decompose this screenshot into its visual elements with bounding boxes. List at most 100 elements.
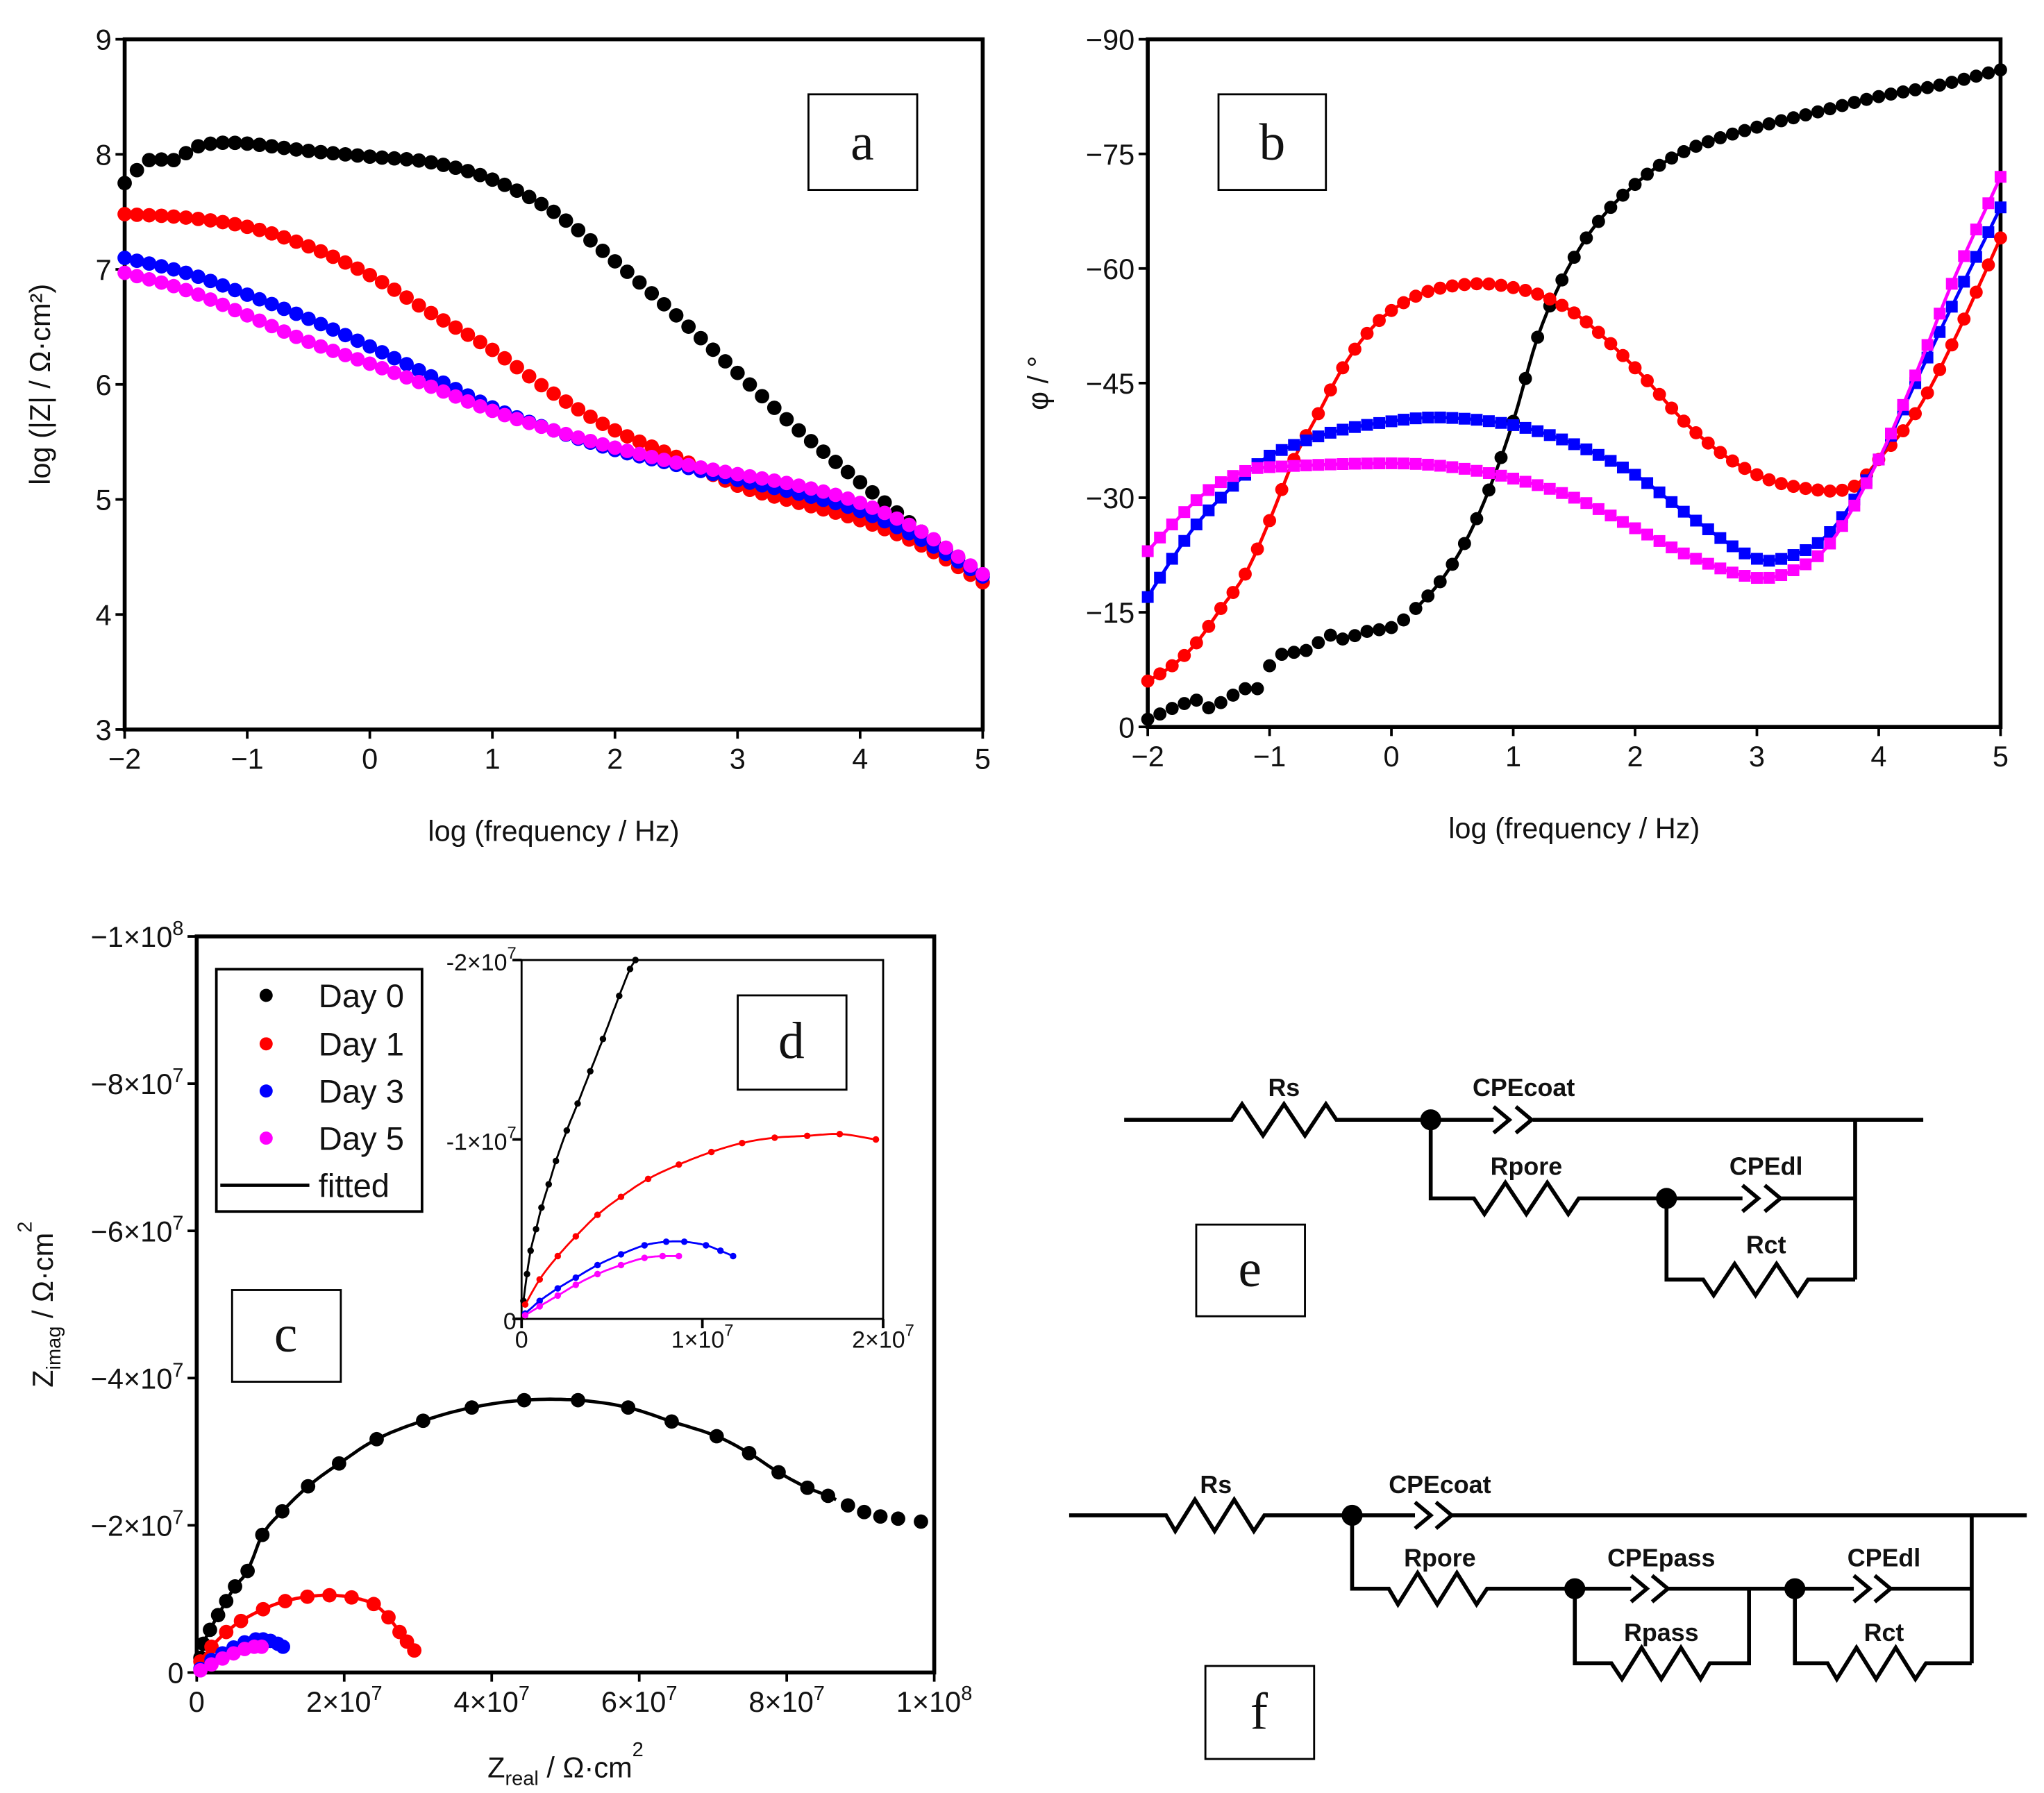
axis-label-main: Z [487,1751,505,1783]
circuit-f-wires [1069,1496,2027,1683]
data-point [644,1175,652,1183]
data-point [693,330,708,346]
data-point [681,457,696,473]
fitted-line [524,1255,679,1317]
data-point [142,208,157,223]
circuit-f-label-cpedl: CPEdl [1848,1544,1921,1572]
data-point [828,487,843,503]
y-tick-label: 7 [96,253,112,286]
data-point [521,1312,529,1319]
data-point [669,308,684,323]
data-point [632,275,647,290]
data-point [534,378,549,393]
data-point [554,1285,562,1292]
axis-label-sup: 2 [15,1222,37,1233]
data-point [228,217,242,232]
data-point [703,1242,710,1249]
data-point [289,234,304,249]
data-point [779,412,794,427]
data-point [766,473,782,488]
legend-label-day3: Day 3 [319,1073,404,1110]
data-point [399,370,414,385]
data-point [676,1252,682,1260]
tick-base: −1×10 [91,920,173,953]
series-day-3 [1141,201,2007,603]
y-tick-label: −8×107 [91,1065,184,1100]
data-point [594,1261,601,1269]
data-point [276,301,292,317]
data-point [1299,643,1313,657]
data-point [252,292,267,307]
data-point [836,1131,844,1138]
data-point [656,296,671,312]
data-point [659,1252,667,1260]
data-point [617,1261,625,1269]
panel-label-a: a [851,114,874,171]
data-point [313,144,328,160]
data-point [387,351,402,366]
data-point [583,410,598,424]
x-tick-label: 1 [485,743,501,775]
data-point [436,313,451,328]
data-point [779,475,794,491]
data-point [1373,623,1386,637]
data-point [226,1646,241,1661]
data-point [350,333,365,348]
panel-label-box-d [737,994,848,1091]
x-tick-label: 3 [1749,740,1765,773]
data-point [362,339,378,354]
data-point [742,377,757,392]
tick-base: 8×10 [748,1685,813,1718]
tick-exponent: 7 [507,944,516,963]
data-point [337,255,353,270]
data-point [771,1465,786,1480]
data-point [791,423,806,438]
data-point [313,244,328,259]
data-point [975,566,990,582]
circuit-e-label-rs: Rs [1268,1074,1300,1102]
y-axis-label: log (|Z| / Ω·cm²) [24,284,56,485]
x-tick-label: 2×107 [306,1683,383,1718]
data-point [583,433,598,448]
tick-base: -1×10 [446,1129,508,1156]
data-point [301,143,316,158]
fitted-line [1146,206,2002,598]
data-point [1348,629,1362,643]
data-point [1250,682,1264,696]
tick-base: -2×10 [446,950,508,976]
data-point [387,151,402,166]
data-point [424,305,439,321]
y-tick-label: −15 [1086,596,1134,629]
data-point [707,1148,715,1156]
data-point [276,140,292,155]
data-point [313,339,328,354]
panel-label-box-c [231,1289,342,1383]
data-point [219,1594,234,1608]
panel-label-box-b [1217,93,1327,191]
data-point [142,153,157,167]
data-point [595,243,610,258]
data-point [891,1511,905,1526]
data-point [1239,682,1252,696]
data-point [587,1068,594,1075]
y-tick-label: −1×108 [91,918,184,953]
tick-exponent: 7 [905,1322,914,1340]
data-point [791,478,806,493]
data-point [191,287,206,302]
data-point [326,146,341,161]
data-point [1336,632,1350,646]
data-point [240,287,255,302]
data-point [407,1643,422,1658]
data-point [705,462,721,478]
data-point [485,342,500,357]
data-point [705,342,721,357]
data-point [416,1413,430,1429]
data-point [521,1301,529,1308]
circuit-f-label-rct: Rct [1864,1619,1904,1647]
axis-label-sub: real [505,1768,538,1790]
data-point [289,142,304,157]
data-point [424,155,439,170]
data-point [536,1303,544,1310]
panel-label-d: d [778,1013,805,1070]
